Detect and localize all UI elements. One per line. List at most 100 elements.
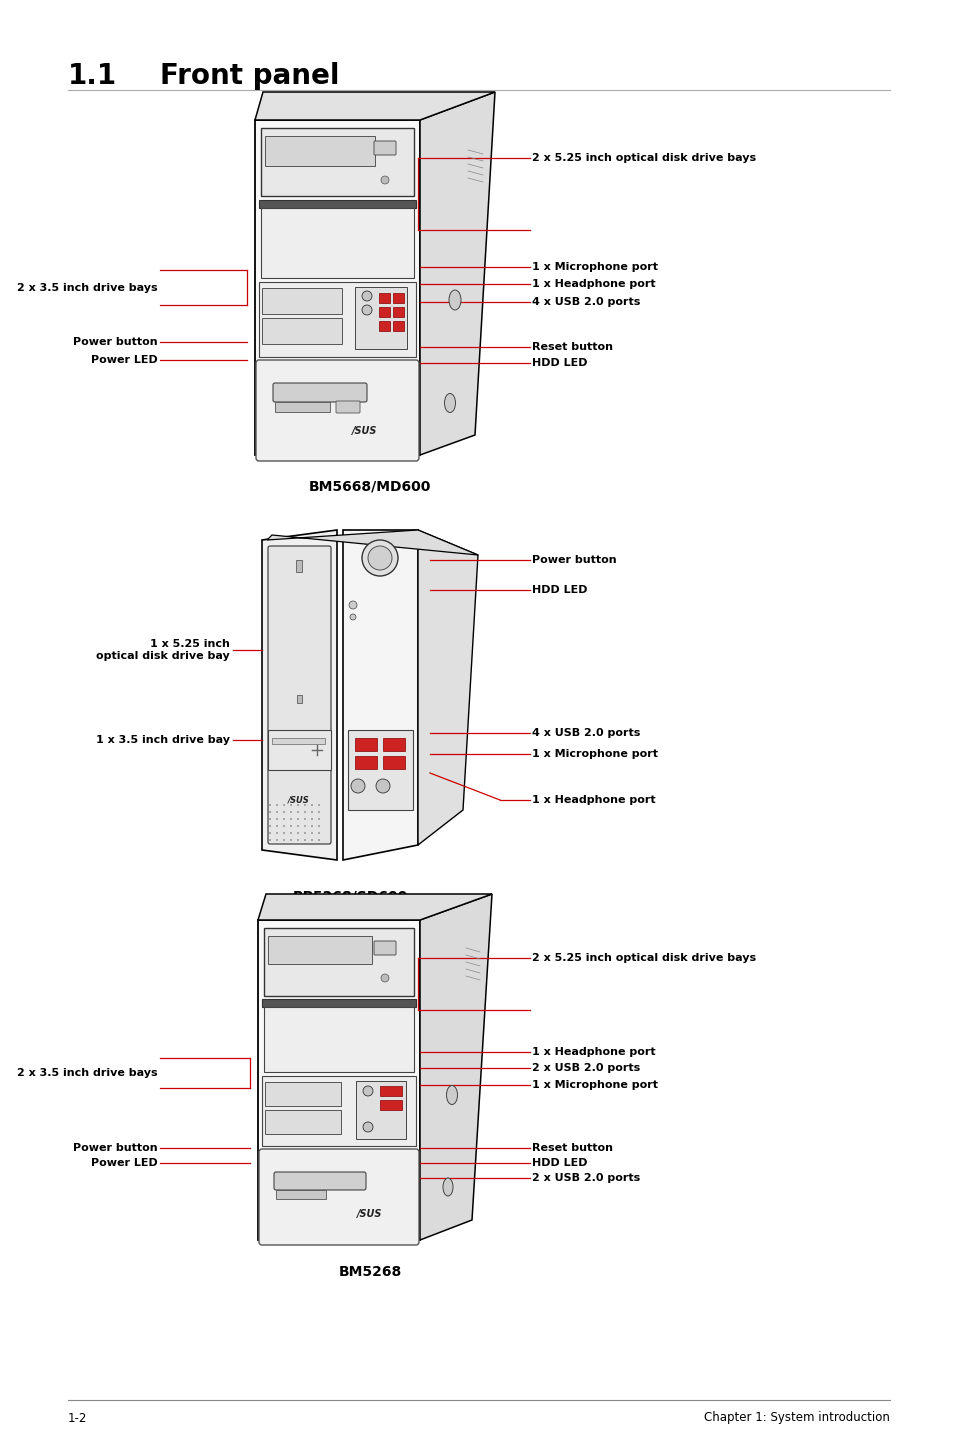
FancyBboxPatch shape xyxy=(379,1100,401,1110)
Text: 2 x 5.25 inch optical disk drive bays: 2 x 5.25 inch optical disk drive bays xyxy=(532,152,756,162)
FancyBboxPatch shape xyxy=(275,1191,326,1199)
FancyBboxPatch shape xyxy=(268,936,372,963)
FancyBboxPatch shape xyxy=(355,288,407,349)
Circle shape xyxy=(361,541,397,577)
Circle shape xyxy=(269,804,271,807)
Circle shape xyxy=(290,825,292,827)
Circle shape xyxy=(290,804,292,807)
Circle shape xyxy=(283,833,285,834)
Text: BM5668/MD600: BM5668/MD600 xyxy=(309,480,431,495)
Circle shape xyxy=(283,811,285,812)
Circle shape xyxy=(283,804,285,807)
FancyBboxPatch shape xyxy=(273,383,367,403)
Circle shape xyxy=(317,825,319,827)
FancyBboxPatch shape xyxy=(382,738,405,751)
Text: 1 x Microphone port: 1 x Microphone port xyxy=(532,749,658,759)
Circle shape xyxy=(304,804,306,807)
Circle shape xyxy=(304,838,306,841)
Polygon shape xyxy=(419,92,495,454)
FancyBboxPatch shape xyxy=(268,731,331,769)
Text: 2 x 3.5 inch drive bays: 2 x 3.5 inch drive bays xyxy=(17,283,158,293)
FancyBboxPatch shape xyxy=(258,1149,418,1245)
Text: BM5268: BM5268 xyxy=(338,1265,401,1278)
Text: /SUS: /SUS xyxy=(288,795,310,804)
FancyBboxPatch shape xyxy=(378,321,390,331)
FancyBboxPatch shape xyxy=(355,1081,406,1139)
FancyBboxPatch shape xyxy=(265,1110,340,1135)
FancyBboxPatch shape xyxy=(265,1081,340,1106)
FancyBboxPatch shape xyxy=(262,288,341,313)
Text: Power button: Power button xyxy=(73,336,158,347)
Ellipse shape xyxy=(444,394,455,413)
Circle shape xyxy=(304,818,306,820)
Polygon shape xyxy=(417,531,477,846)
Circle shape xyxy=(304,825,306,827)
Text: 2 x 3.5 inch drive bays: 2 x 3.5 inch drive bays xyxy=(17,1068,158,1078)
FancyBboxPatch shape xyxy=(374,940,395,955)
Text: 2 x USB 2.0 ports: 2 x USB 2.0 ports xyxy=(532,1063,639,1073)
Circle shape xyxy=(296,838,298,841)
Text: 2 x 5.25 inch optical disk drive bays: 2 x 5.25 inch optical disk drive bays xyxy=(532,953,756,963)
FancyBboxPatch shape xyxy=(378,293,390,303)
FancyBboxPatch shape xyxy=(264,928,414,997)
Circle shape xyxy=(317,811,319,812)
Circle shape xyxy=(304,833,306,834)
Text: 1 x Microphone port: 1 x Microphone port xyxy=(532,1080,658,1090)
Circle shape xyxy=(380,974,389,982)
Text: 1 x Microphone port: 1 x Microphone port xyxy=(532,262,658,272)
Circle shape xyxy=(269,825,271,827)
Circle shape xyxy=(290,818,292,820)
Text: Chapter 1: System introduction: Chapter 1: System introduction xyxy=(703,1412,889,1425)
Circle shape xyxy=(350,614,355,620)
FancyBboxPatch shape xyxy=(378,306,390,316)
Text: 1 x 3.5 inch drive bay: 1 x 3.5 inch drive bay xyxy=(96,735,230,745)
Text: BP5268/SD600: BP5268/SD600 xyxy=(292,890,407,905)
FancyBboxPatch shape xyxy=(374,141,395,155)
Text: 1-2: 1-2 xyxy=(68,1412,88,1425)
Text: Reset button: Reset button xyxy=(532,1143,613,1153)
FancyBboxPatch shape xyxy=(274,1172,366,1191)
Text: 1 x 5.25 inch
optical disk drive bay: 1 x 5.25 inch optical disk drive bay xyxy=(96,640,230,661)
Circle shape xyxy=(361,305,372,315)
FancyBboxPatch shape xyxy=(261,209,414,278)
Text: /SUS: /SUS xyxy=(352,426,377,436)
Text: 4 x USB 2.0 ports: 4 x USB 2.0 ports xyxy=(532,298,639,306)
FancyBboxPatch shape xyxy=(272,738,325,743)
Circle shape xyxy=(296,804,298,807)
Text: 1 x Headphone port: 1 x Headphone port xyxy=(532,795,655,805)
FancyBboxPatch shape xyxy=(355,738,376,751)
FancyBboxPatch shape xyxy=(265,137,375,165)
Circle shape xyxy=(317,818,319,820)
FancyBboxPatch shape xyxy=(262,999,416,1007)
Text: HDD LED: HDD LED xyxy=(532,358,587,368)
Circle shape xyxy=(311,825,313,827)
FancyBboxPatch shape xyxy=(262,318,341,344)
Circle shape xyxy=(361,290,372,301)
Circle shape xyxy=(311,804,313,807)
Circle shape xyxy=(275,804,277,807)
FancyBboxPatch shape xyxy=(262,1076,416,1146)
Circle shape xyxy=(283,825,285,827)
FancyBboxPatch shape xyxy=(258,200,416,209)
Circle shape xyxy=(290,838,292,841)
Text: Power button: Power button xyxy=(532,555,616,565)
Text: 1.1: 1.1 xyxy=(68,62,117,91)
FancyBboxPatch shape xyxy=(379,1086,401,1096)
FancyBboxPatch shape xyxy=(382,756,405,769)
FancyBboxPatch shape xyxy=(296,695,302,703)
Circle shape xyxy=(275,825,277,827)
Ellipse shape xyxy=(442,1178,453,1196)
FancyBboxPatch shape xyxy=(393,293,403,303)
Text: HDD LED: HDD LED xyxy=(532,585,587,595)
Polygon shape xyxy=(262,531,336,860)
FancyBboxPatch shape xyxy=(393,306,403,316)
FancyBboxPatch shape xyxy=(355,756,376,769)
FancyBboxPatch shape xyxy=(295,559,302,572)
FancyBboxPatch shape xyxy=(393,321,403,331)
Text: 2 x USB 2.0 ports: 2 x USB 2.0 ports xyxy=(532,1173,639,1183)
Polygon shape xyxy=(254,92,495,119)
Circle shape xyxy=(375,779,390,792)
Circle shape xyxy=(275,833,277,834)
Circle shape xyxy=(296,833,298,834)
Circle shape xyxy=(283,818,285,820)
